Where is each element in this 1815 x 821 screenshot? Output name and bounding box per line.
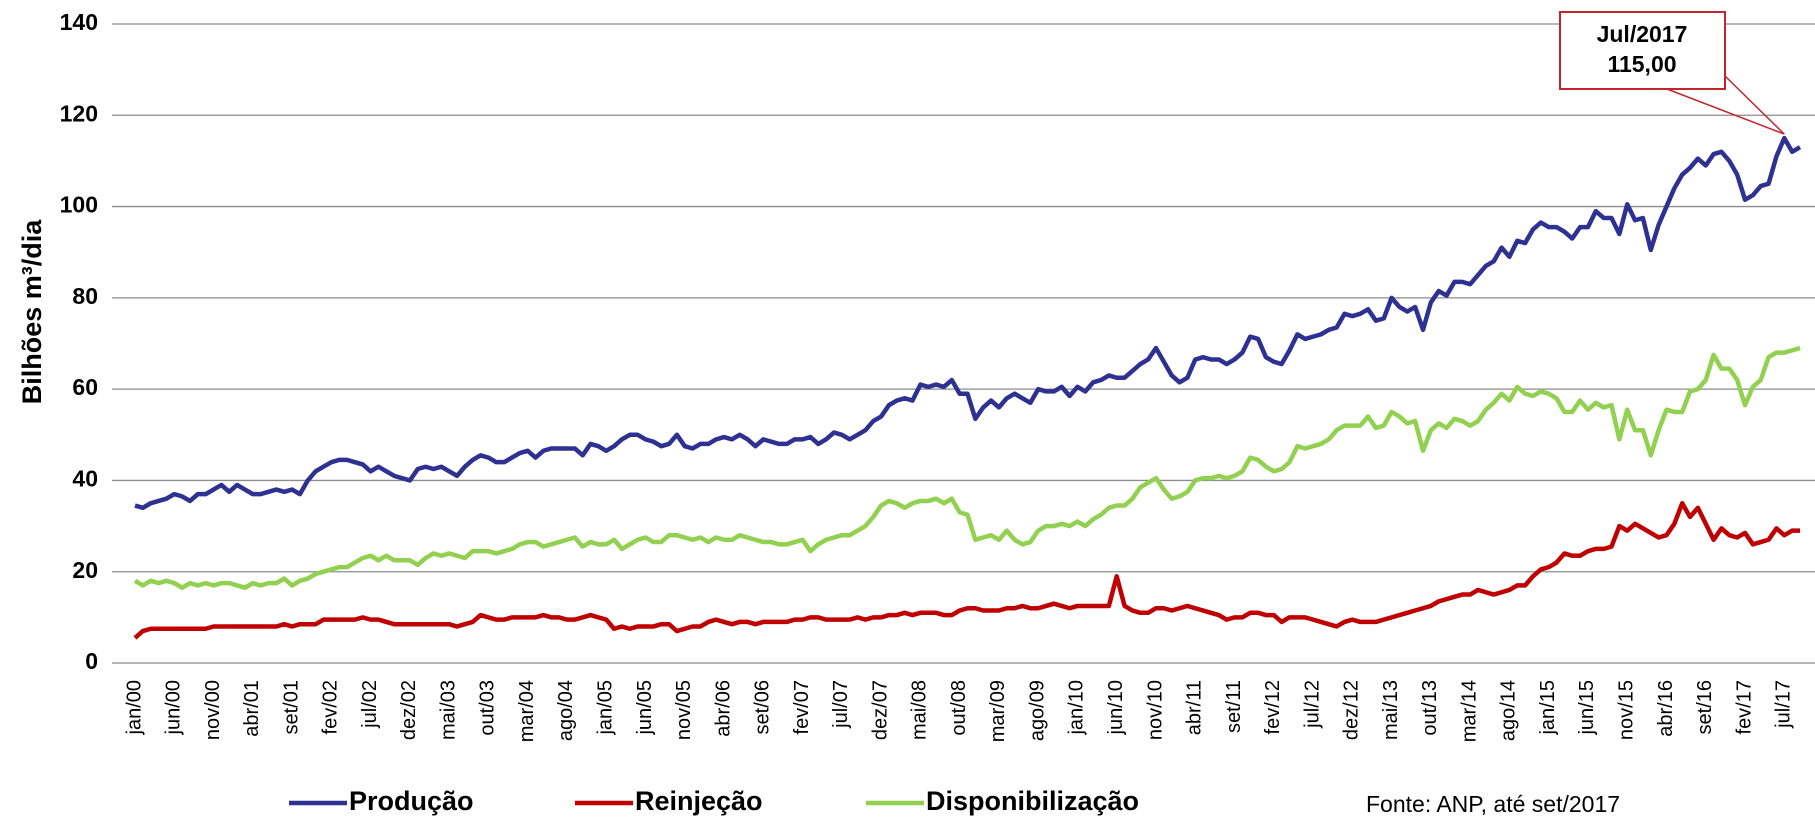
x-tick-label: jun/10 (1105, 680, 1127, 736)
x-tick-label: out/08 (948, 680, 970, 736)
x-tick-label: ago/04 (555, 680, 577, 741)
x-tick-label: mai/13 (1380, 680, 1402, 740)
x-tick-label: mar/04 (516, 680, 538, 742)
x-tick-label: jan/15 (1537, 680, 1559, 736)
x-tick-label: jan/10 (1066, 680, 1088, 736)
legend-label: Reinjeção (635, 786, 763, 816)
x-tick-label: jan/05 (595, 680, 617, 736)
source-note: Fonte: ANP, até set/2017 (1366, 791, 1620, 817)
x-tick-label: fev/12 (1262, 680, 1284, 734)
annotation-text: 115,00 (1607, 51, 1676, 77)
legend-label: Disponibilização (926, 786, 1139, 816)
x-tick-label: set/01 (280, 680, 302, 734)
x-tick-label: dez/07 (869, 680, 891, 740)
x-tick-label: out/13 (1419, 680, 1441, 736)
x-tick-label: nov/00 (202, 680, 224, 740)
x-tick-label: jul/02 (359, 680, 381, 729)
series-line (133, 345, 1801, 590)
x-tick-label: mar/09 (987, 680, 1009, 742)
x-tick-label: dez/02 (398, 680, 420, 740)
y-tick-label: 100 (60, 192, 98, 218)
y-tick-label: 140 (60, 9, 98, 35)
x-tick-label: fev/02 (320, 680, 342, 734)
y-tick-label: 60 (72, 374, 98, 400)
x-tick-label: jan/00 (123, 680, 145, 736)
x-tick-label: set/06 (752, 680, 774, 734)
x-tick-label: nov/10 (1144, 680, 1166, 740)
y-tick-label: 0 (85, 648, 98, 674)
x-tick-label: ago/14 (1498, 680, 1520, 741)
annotation-box (1559, 11, 1726, 90)
x-tick-label: abr/01 (241, 680, 263, 737)
x-tick-label: mar/14 (1458, 680, 1480, 742)
x-tick-label: jul/07 (830, 680, 852, 729)
x-tick-label: nov/05 (673, 680, 695, 740)
x-tick-label: ago/09 (1026, 680, 1048, 741)
y-tick-label: 120 (60, 100, 98, 126)
x-tick-label: fev/17 (1733, 680, 1755, 734)
x-tick-label: abr/16 (1655, 680, 1677, 737)
legend-label: Produção (349, 786, 474, 816)
x-tick-label: jun/05 (634, 680, 656, 736)
y-tick-label: 40 (72, 466, 98, 492)
x-tick-label: mai/08 (909, 680, 931, 740)
x-tick-label: out/03 (477, 680, 499, 736)
series-line (134, 135, 1802, 511)
annotation-leader (1666, 75, 1785, 135)
x-tick-label: abr/06 (712, 680, 734, 737)
x-tick-label: jun/15 (1576, 680, 1598, 736)
x-tick-label: mai/03 (437, 680, 459, 740)
series-line (133, 501, 1800, 640)
x-tick-label: jul/12 (1301, 680, 1323, 729)
x-tick-label: fev/07 (791, 680, 813, 734)
x-tick-label: jul/17 (1773, 680, 1795, 729)
x-tick-label: abr/11 (1184, 680, 1206, 735)
annotation-text: Jul/2017 (1597, 21, 1688, 47)
y-axis-title: Bilhões m³/dia (17, 219, 47, 405)
x-tick-label: set/16 (1694, 680, 1716, 734)
y-tick-label: 20 (72, 557, 98, 583)
x-tick-label: jun/00 (163, 680, 185, 736)
x-tick-label: dez/12 (1341, 680, 1363, 740)
x-tick-label: set/11 (1223, 680, 1245, 733)
y-tick-label: 80 (72, 283, 98, 309)
x-tick-label: nov/15 (1615, 680, 1637, 740)
